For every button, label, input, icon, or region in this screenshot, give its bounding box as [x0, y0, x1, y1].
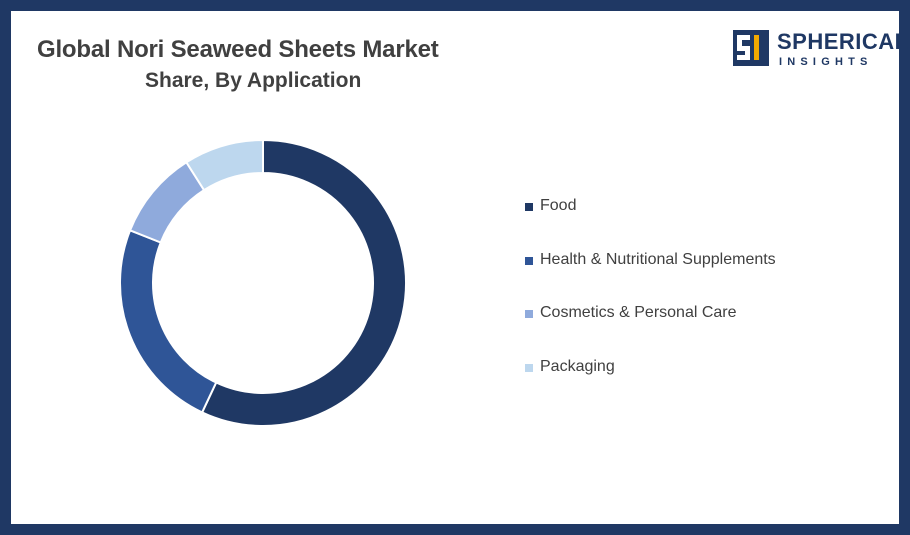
legend-swatch [525, 363, 533, 372]
chart-card: Global Nori Seaweed Sheets Market Share,… [11, 11, 908, 524]
legend-label: Food [540, 197, 577, 214]
legend-item: Health & Nutritional Supplements [525, 251, 776, 305]
logo-mark-icon [733, 30, 769, 66]
logo-tagline: INSIGHTS [779, 56, 873, 68]
legend-label: Packaging [540, 357, 615, 375]
legend-swatch [525, 256, 533, 265]
legend-label: Cosmetics & Personal Care [540, 304, 737, 321]
legend-item: Cosmetics & Personal Care [525, 304, 776, 358]
donut-slice-health-nutritional-supplements [119, 229, 218, 414]
chart-title: Global Nori Seaweed Sheets Market [37, 36, 439, 63]
legend-swatch [525, 203, 533, 211]
spherical-insights-logo: SPHERICAL INSIGHTS [733, 30, 908, 72]
chart-legend: Food Health & Nutritional Supplements Cosm… [525, 197, 776, 411]
legend-item: Food [525, 197, 776, 251]
donut-slice-packaging [184, 138, 264, 192]
logo-wordmark: SPHERICAL [777, 29, 909, 54]
legend-swatch [525, 310, 533, 318]
legend-item: Packaging [525, 358, 776, 412]
donut-chart [119, 138, 407, 427]
legend-label: Health & Nutritional Supplements [540, 250, 776, 268]
donut-slice-food [200, 138, 407, 427]
chart-subtitle: Share, By Application [145, 69, 362, 92]
